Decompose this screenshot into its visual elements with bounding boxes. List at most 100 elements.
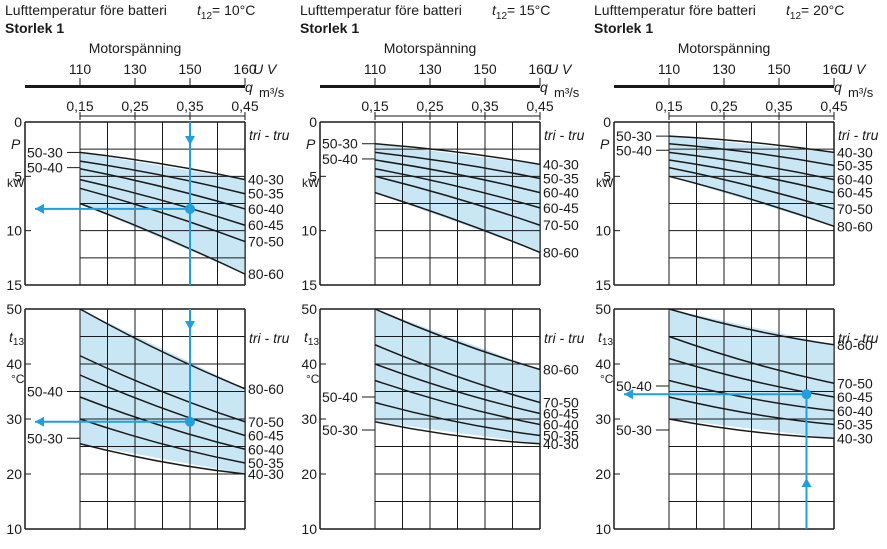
series-label: 70-50 bbox=[543, 395, 579, 411]
y-tick-label: 50 bbox=[6, 301, 22, 317]
series-label: 60-45 bbox=[837, 389, 873, 405]
chart-subtitle: Storlek 1 bbox=[5, 20, 65, 36]
y-axis-label-sub: 13 bbox=[308, 337, 320, 348]
series-line bbox=[668, 159, 835, 194]
inlet-temperature: t12= 15°C bbox=[492, 2, 551, 22]
series-label: 80-60 bbox=[248, 381, 284, 397]
example-arrow-left bbox=[35, 203, 44, 214]
series-line bbox=[79, 151, 246, 181]
series-label: 40-30 bbox=[543, 436, 579, 452]
chart-title: Lufttemperatur före batteri bbox=[5, 2, 167, 18]
series-line bbox=[79, 355, 246, 423]
series-label: 60-40 bbox=[248, 441, 284, 457]
y-axis-label-main: t bbox=[598, 329, 603, 345]
series-label: 70-50 bbox=[543, 217, 579, 233]
voltage-tick-label: 160 bbox=[233, 61, 257, 77]
y-axis-unit: °C bbox=[306, 372, 320, 386]
legend-title: tri - tru bbox=[249, 127, 290, 143]
flow-tick-label: 0,35 bbox=[471, 98, 498, 114]
left-series-label: 50-40 bbox=[616, 378, 652, 394]
series-line bbox=[79, 167, 246, 210]
y-tick-label: 0 bbox=[603, 114, 611, 130]
voltage-tick-label: 130 bbox=[123, 61, 147, 77]
series-label: 60-40 bbox=[837, 172, 873, 188]
voltage-tick-label: 150 bbox=[767, 61, 791, 77]
voltage-tick-label: 130 bbox=[418, 61, 442, 77]
y-tick-label: 50 bbox=[595, 301, 611, 317]
series-label: 50-35 bbox=[248, 455, 284, 471]
y-axis-unit: kW bbox=[302, 176, 320, 190]
panel-header: Lufttemperatur före batteri Storlek 1 t12=… bbox=[594, 0, 884, 40]
y-axis-unit: kW bbox=[7, 176, 25, 190]
example-arrow-up bbox=[801, 478, 812, 487]
flow-tick-label: 0,15 bbox=[655, 98, 682, 114]
left-series-label: 50-40 bbox=[27, 384, 63, 400]
chart-title: Lufttemperatur före batteri bbox=[300, 2, 462, 18]
left-series-label: 50-30 bbox=[616, 128, 652, 144]
flow-tick-label: 0,35 bbox=[765, 98, 792, 114]
y-tick-label: 10 bbox=[595, 223, 611, 239]
y-axis-label: P bbox=[600, 136, 610, 152]
series-line bbox=[374, 167, 541, 209]
y-axis-label-sub: 13 bbox=[602, 337, 614, 348]
flow-unit: m³/s bbox=[259, 85, 285, 100]
flow-tick-label: 0,45 bbox=[526, 98, 553, 114]
legend-title: tri - tru bbox=[544, 330, 585, 346]
y-axis-label-main: t bbox=[304, 329, 309, 345]
voltage-unit: U V bbox=[842, 61, 867, 77]
series-label: 40-30 bbox=[248, 172, 284, 188]
flow-tick-label: 0,45 bbox=[231, 98, 258, 114]
series-label: 40-30 bbox=[837, 430, 873, 446]
series-label: 70-50 bbox=[248, 414, 284, 430]
y-tick-label: 5 bbox=[309, 168, 317, 184]
flow-tick-label: 0,15 bbox=[66, 98, 93, 114]
y-tick-label: 15 bbox=[6, 277, 22, 293]
example-point-lower bbox=[185, 416, 195, 427]
y-tick-label: 5 bbox=[603, 168, 611, 184]
series-label: 50-35 bbox=[837, 417, 873, 433]
series-label: 80-60 bbox=[543, 362, 579, 378]
chart-subtitle: Storlek 1 bbox=[594, 20, 654, 36]
series-label: 80-60 bbox=[837, 337, 873, 353]
flow-label: q bbox=[540, 79, 548, 95]
voltage-unit: U V bbox=[253, 61, 278, 77]
series-label: 60-40 bbox=[543, 417, 579, 433]
left-series-label: 50-40 bbox=[322, 389, 358, 405]
y-tick-label: 0 bbox=[309, 114, 317, 130]
series-line bbox=[668, 396, 835, 426]
y-axis-unit: °C bbox=[11, 372, 25, 386]
series-line bbox=[79, 396, 246, 450]
series-line bbox=[79, 308, 246, 390]
series-line bbox=[668, 357, 835, 398]
y-axis-unit: °C bbox=[600, 372, 614, 386]
legend-title: tri - tru bbox=[838, 127, 879, 143]
example-point-lower bbox=[801, 389, 812, 400]
series-line bbox=[668, 175, 835, 228]
voltage-tick-label: 110 bbox=[364, 61, 387, 77]
flow-tick-label: 0,25 bbox=[710, 98, 737, 114]
y-tick-label: 30 bbox=[6, 411, 22, 427]
series-line bbox=[374, 142, 541, 166]
y-tick-label: 40 bbox=[595, 356, 611, 372]
series-label: 60-40 bbox=[837, 403, 873, 419]
y-tick-label: 5 bbox=[14, 168, 22, 184]
series-label: 80-60 bbox=[543, 244, 579, 260]
y-axis-label: t13 bbox=[304, 329, 319, 348]
series-line bbox=[374, 191, 541, 254]
chart-title: Lufttemperatur före batteri bbox=[594, 2, 756, 18]
y-axis-label-sub: 13 bbox=[13, 337, 25, 348]
y-axis-unit: kW bbox=[596, 176, 614, 190]
series-label: 60-45 bbox=[248, 428, 284, 444]
inlet-temperature: t12= 10°C bbox=[197, 2, 256, 22]
left-series-label: 50-30 bbox=[322, 422, 358, 438]
series-line bbox=[79, 418, 246, 464]
flow-unit: m³/s bbox=[554, 85, 580, 100]
series-line bbox=[374, 159, 541, 194]
left-series-label: 50-40 bbox=[27, 160, 63, 176]
left-series-label: 50-30 bbox=[27, 430, 63, 446]
series-line bbox=[79, 374, 246, 437]
series-label: 70-50 bbox=[248, 234, 284, 250]
y-tick-label: 0 bbox=[14, 114, 22, 130]
